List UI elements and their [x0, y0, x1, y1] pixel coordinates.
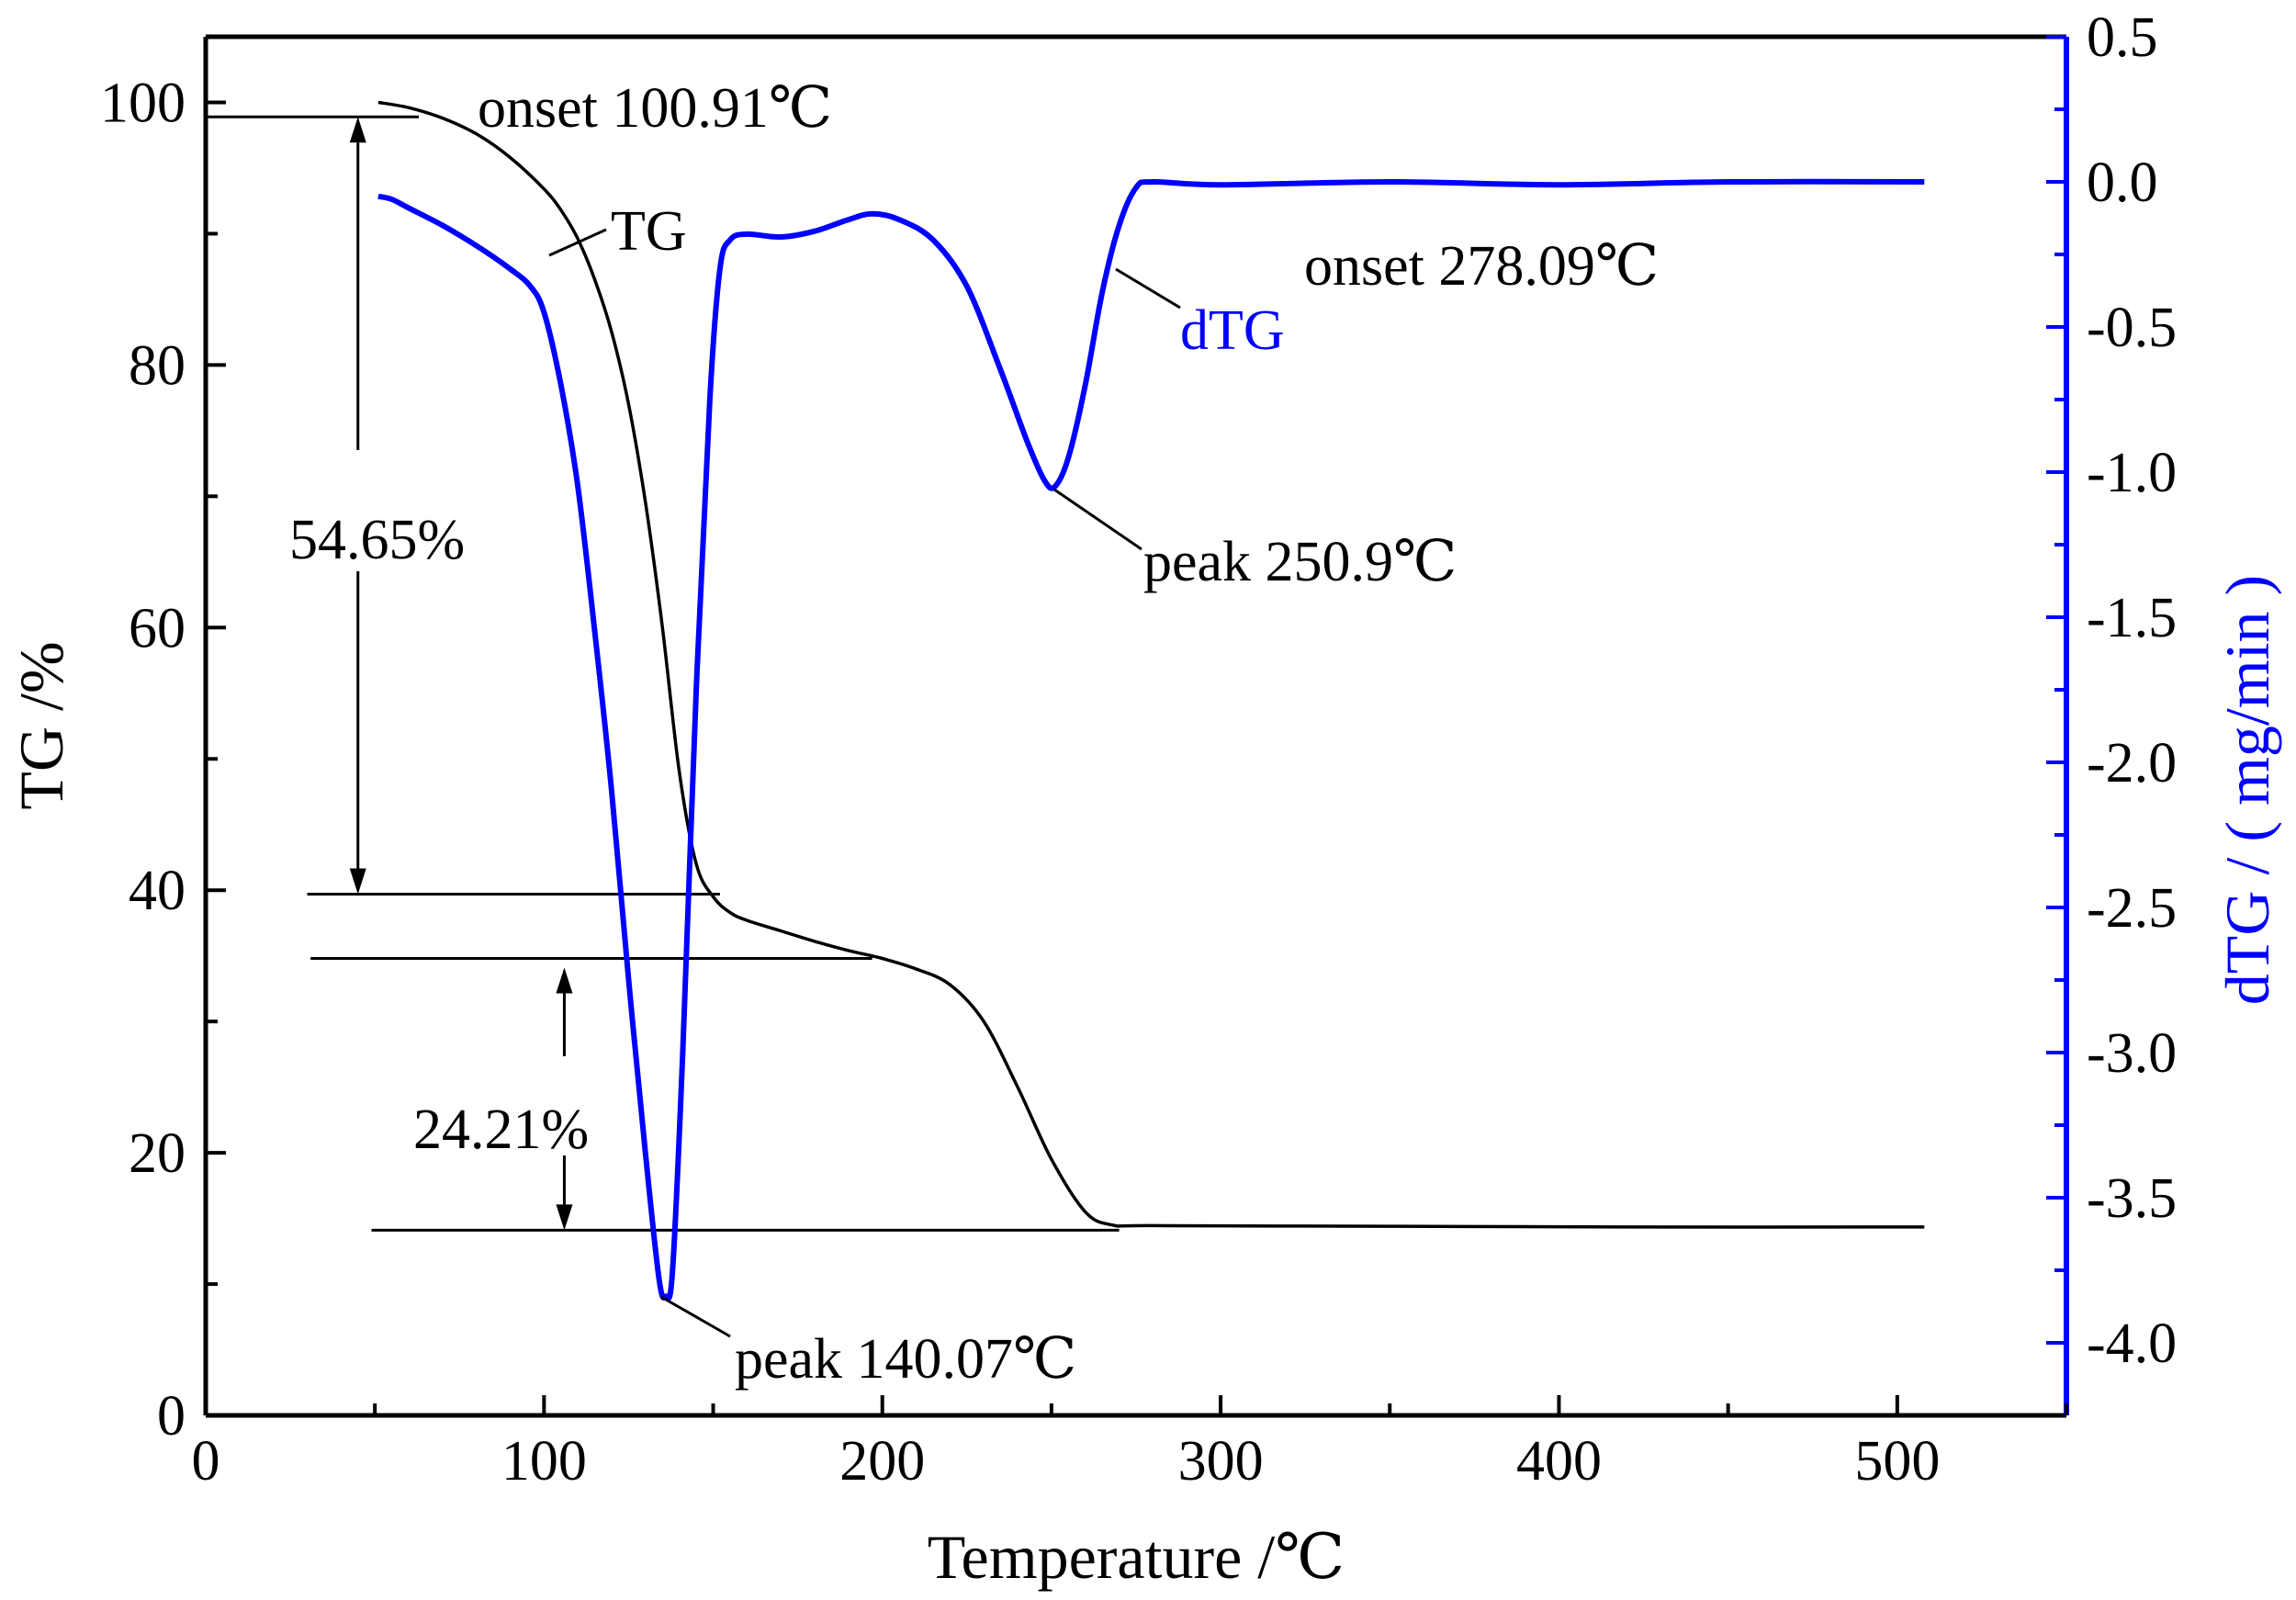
x-tick-label: 200 — [839, 1430, 925, 1493]
y-right-tick-label: -1.5 — [2087, 587, 2177, 649]
mass-loss-54-label: 54.65% — [289, 509, 465, 571]
y-right-axis-title: dTG / ( mg/min ) — [2212, 575, 2282, 1005]
dtg-series-label: dTG — [1180, 299, 1285, 362]
x-tick-label: 300 — [1178, 1430, 1264, 1493]
y-right-tick-label: -2.0 — [2087, 732, 2177, 794]
peak-140-label: peak 140.07℃ — [735, 1328, 1076, 1391]
onset-100-label: onset 100.91℃ — [478, 77, 832, 140]
y-right-tick-label: -4.0 — [2087, 1313, 2177, 1375]
peak140-leader — [660, 1295, 731, 1338]
y-right-tick-label: -1.0 — [2087, 442, 2177, 504]
y-left-tick-label: 80 — [129, 334, 186, 397]
arrow-head — [556, 967, 573, 994]
arrow-head — [349, 868, 366, 895]
x-axis-title: Temperature /℃ — [928, 1522, 1345, 1592]
y-right-tick-label: -3.0 — [2087, 1022, 2177, 1085]
y-right-tick-label: -3.5 — [2087, 1167, 2177, 1230]
y-right-tick-label: 0.0 — [2087, 152, 2158, 214]
onset-278-label: onset 278.09℃ — [1304, 235, 1659, 298]
tg-series-line — [377, 100, 1925, 1229]
tick-labels: 0 100 200 300 400 500 0 20 40 60 80 100 0.5 0.0 -0.5 -1… — [100, 6, 2177, 1493]
annotation-leaders — [548, 228, 1181, 1338]
y-left-axis-title: TG /% — [6, 641, 76, 809]
y-left-tick-label: 100 — [100, 72, 186, 134]
y-right-tick-label: 0.5 — [2087, 6, 2158, 69]
y-left-tick-label: 60 — [129, 597, 186, 659]
y-left-tick-label: 20 — [129, 1122, 186, 1185]
arrow-head — [556, 1204, 573, 1231]
peak250-leader — [1053, 488, 1142, 551]
x-tick-label: 100 — [501, 1430, 587, 1493]
mass-loss-24-label: 24.21% — [413, 1099, 589, 1161]
y-left-tick-label: 40 — [129, 860, 186, 922]
tick-marks — [204, 35, 2068, 1417]
tg-series-label: TG — [611, 200, 687, 263]
y-right-tick-label: -2.5 — [2087, 877, 2177, 940]
y-right-tick-label: -0.5 — [2087, 297, 2177, 359]
x-tick-label: 0 — [192, 1430, 220, 1493]
x-tick-label: 500 — [1854, 1430, 1940, 1493]
dtg-leader — [1115, 267, 1181, 310]
dtg-series-line — [377, 178, 1925, 1301]
arrow-head — [349, 117, 366, 143]
tg-leader — [548, 228, 607, 257]
y-left-tick-label: 0 — [157, 1385, 186, 1448]
reference-lines — [206, 115, 1120, 1232]
peak-250-label: peak 250.9℃ — [1143, 531, 1457, 593]
x-tick-label: 400 — [1516, 1430, 1602, 1493]
